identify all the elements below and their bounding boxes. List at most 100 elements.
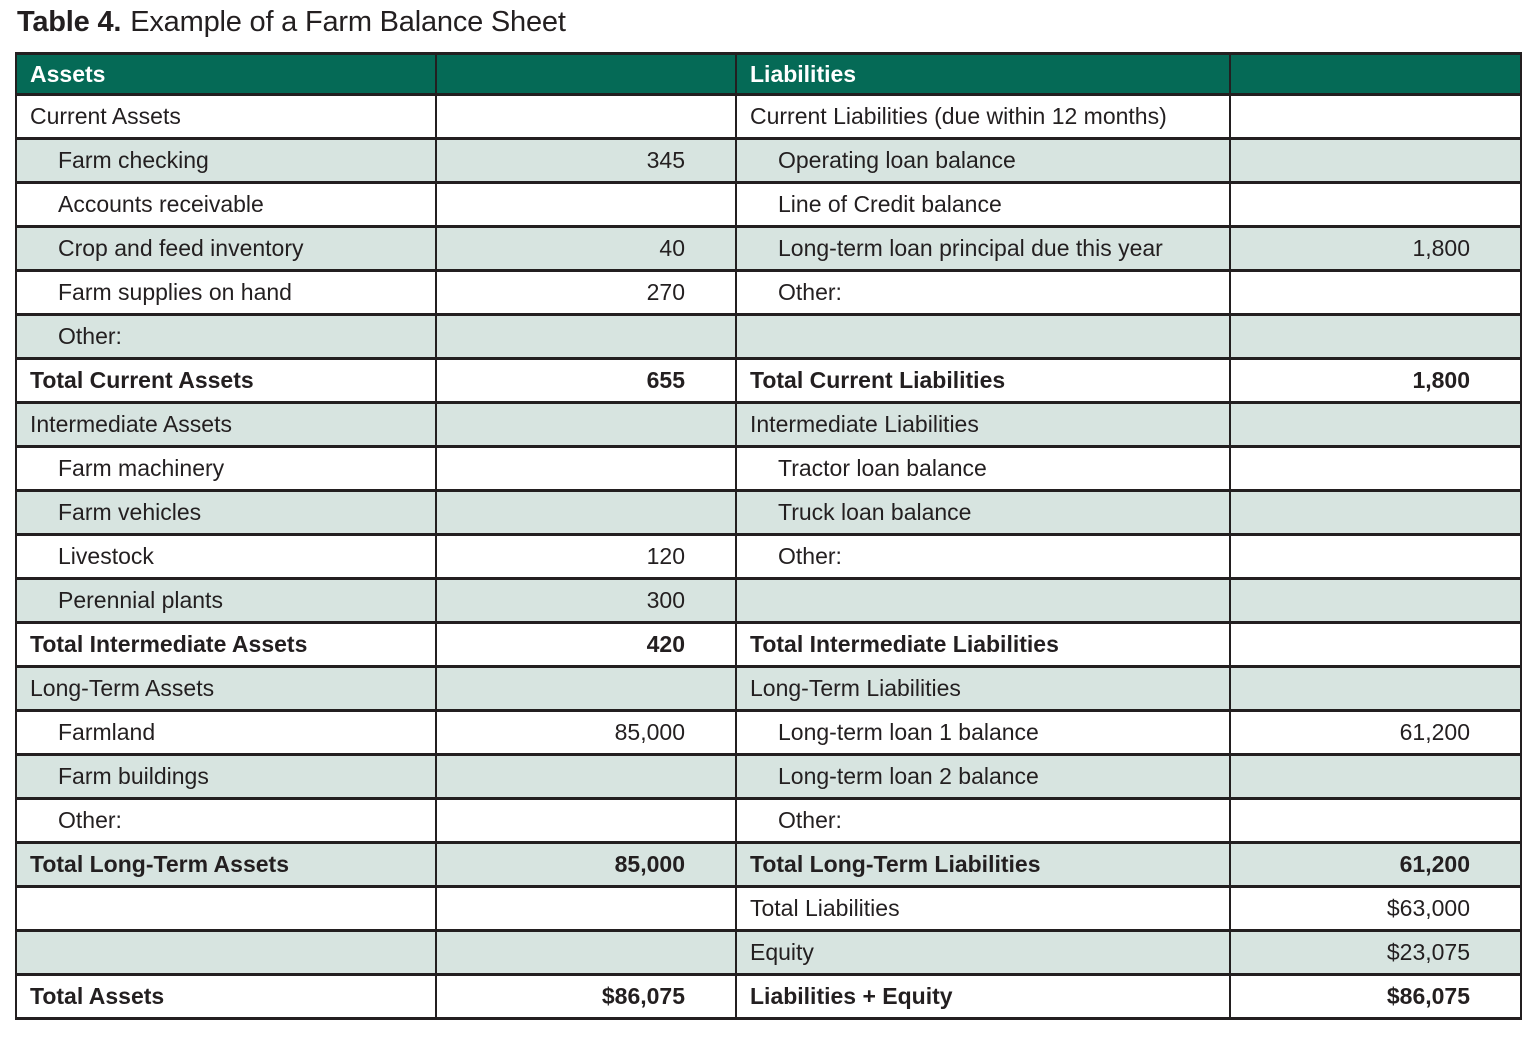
asset-label-cell: Accounts receivable	[15, 181, 437, 228]
table-row: Accounts receivable Line of Credit balanc…	[15, 181, 1522, 228]
asset-label-cell: Farm vehicles	[15, 489, 437, 536]
table-row: Total Liabilities $63,000	[15, 885, 1522, 932]
asset-value-cell	[435, 753, 737, 800]
liability-label-cell: Truck loan balance	[735, 489, 1231, 536]
table-row: Farm checking 345 Operating loan balance	[15, 137, 1522, 184]
asset-label-cell: Farm supplies on hand	[15, 269, 437, 316]
table-row: Total Intermediate Assets 420 Total Interm…	[15, 621, 1522, 668]
asset-value-cell: 85,000	[435, 841, 737, 888]
liability-label-cell: Equity	[735, 929, 1231, 976]
liability-value-cell	[1229, 577, 1522, 624]
page: Table 4. Example of a Farm Balance Sheet …	[15, 6, 1536, 1020]
assets-value-header-cell	[435, 52, 737, 96]
asset-label-cell: Farm checking	[15, 137, 437, 184]
table-header-row: Assets Liabilities	[15, 52, 1522, 96]
liability-value-cell	[1229, 137, 1522, 184]
liability-label-cell	[735, 313, 1231, 360]
liability-value-cell	[1229, 269, 1522, 316]
liability-label-cell: Other:	[735, 269, 1231, 316]
asset-value-cell: 85,000	[435, 709, 737, 756]
liability-value-cell: 61,200	[1229, 841, 1522, 888]
asset-label-cell: Farm buildings	[15, 753, 437, 800]
table-row: Farm machinery Tractor loan balance	[15, 445, 1522, 492]
asset-value-cell	[435, 181, 737, 228]
table-row: Intermediate Assets Intermediate Liabilit…	[15, 401, 1522, 448]
liability-label-cell: Current Liabilities (due within 12 month…	[735, 93, 1231, 140]
asset-label-cell	[15, 885, 437, 932]
liability-label-cell	[735, 577, 1231, 624]
table-row: Current Assets Current Liabilities (due w…	[15, 93, 1522, 140]
liability-label-cell: Liabilities + Equity	[735, 973, 1231, 1020]
asset-value-cell: 270	[435, 269, 737, 316]
liability-value-cell	[1229, 533, 1522, 580]
asset-value-cell	[435, 93, 737, 140]
liability-label-cell: Intermediate Liabilities	[735, 401, 1231, 448]
liability-label-cell: Total Current Liabilities	[735, 357, 1231, 404]
liability-value-cell: $86,075	[1229, 973, 1522, 1020]
liability-label-cell: Long-term loan principal due this year	[735, 225, 1231, 272]
table-title-number: Table 4.	[17, 6, 122, 38]
asset-label-cell: Long-Term Assets	[15, 665, 437, 712]
table-row: Other:	[15, 313, 1522, 360]
asset-label-cell: Farmland	[15, 709, 437, 756]
asset-value-cell	[435, 489, 737, 536]
liability-value-cell	[1229, 445, 1522, 492]
asset-label-cell: Total Long-Term Assets	[15, 841, 437, 888]
asset-value-cell	[435, 797, 737, 844]
table-row: Livestock 120 Other:	[15, 533, 1522, 580]
table-row: Farm vehicles Truck loan balance	[15, 489, 1522, 536]
asset-value-cell	[435, 401, 737, 448]
liability-label-cell: Operating loan balance	[735, 137, 1231, 184]
table-row: Total Long-Term Assets 85,000 Total Long-T…	[15, 841, 1522, 888]
asset-label-cell	[15, 929, 437, 976]
liability-label-cell: Total Intermediate Liabilities	[735, 621, 1231, 668]
asset-label-cell: Farm machinery	[15, 445, 437, 492]
liability-value-cell	[1229, 753, 1522, 800]
liability-label-cell: Other:	[735, 797, 1231, 844]
asset-value-cell: 345	[435, 137, 737, 184]
asset-value-cell: $86,075	[435, 973, 737, 1020]
asset-label-cell: Crop and feed inventory	[15, 225, 437, 272]
liability-value-cell	[1229, 797, 1522, 844]
table-row: Crop and feed inventory 40 Long-term loan …	[15, 225, 1522, 272]
table-row: Other: Other:	[15, 797, 1522, 844]
assets-header-cell: Assets	[15, 52, 437, 96]
liability-value-cell	[1229, 621, 1522, 668]
liability-value-cell: 1,800	[1229, 225, 1522, 272]
table-row: Farm supplies on hand 270 Other:	[15, 269, 1522, 316]
asset-value-cell	[435, 885, 737, 932]
liability-label-cell: Tractor loan balance	[735, 445, 1231, 492]
asset-value-cell	[435, 313, 737, 360]
table-body: Current Assets Current Liabilities (due w…	[15, 93, 1522, 1020]
liability-value-cell	[1229, 401, 1522, 448]
asset-label-cell: Other:	[15, 313, 437, 360]
liability-value-cell	[1229, 313, 1522, 360]
table-row: Equity $23,075	[15, 929, 1522, 976]
liability-label-cell: Long-Term Liabilities	[735, 665, 1231, 712]
liability-value-cell	[1229, 93, 1522, 140]
liability-label-cell: Long-term loan 2 balance	[735, 753, 1231, 800]
asset-value-cell: 420	[435, 621, 737, 668]
liabilities-value-header-cell	[1229, 52, 1522, 96]
liability-value-cell: 61,200	[1229, 709, 1522, 756]
table-title-text: Example of a Farm Balance Sheet	[130, 6, 566, 38]
asset-value-cell: 40	[435, 225, 737, 272]
asset-value-cell: 300	[435, 577, 737, 624]
liability-value-cell	[1229, 489, 1522, 536]
asset-value-cell	[435, 929, 737, 976]
liability-value-cell: $23,075	[1229, 929, 1522, 976]
asset-label-cell: Current Assets	[15, 93, 437, 140]
asset-label-cell: Intermediate Assets	[15, 401, 437, 448]
liability-value-cell: 1,800	[1229, 357, 1522, 404]
asset-value-cell: 120	[435, 533, 737, 580]
table-row: Long-Term Assets Long-Term Liabilities	[15, 665, 1522, 712]
liability-label-cell: Total Long-Term Liabilities	[735, 841, 1231, 888]
table-title: Table 4. Example of a Farm Balance Sheet	[17, 6, 1536, 39]
liability-value-cell: $63,000	[1229, 885, 1522, 932]
asset-label-cell: Other:	[15, 797, 437, 844]
table-row: Total Current Assets 655 Total Current Lia…	[15, 357, 1522, 404]
asset-value-cell	[435, 665, 737, 712]
asset-label-cell: Total Intermediate Assets	[15, 621, 437, 668]
table-row: Total Assets $86,075 Liabilities + Equity $…	[15, 973, 1522, 1020]
asset-value-cell	[435, 445, 737, 492]
